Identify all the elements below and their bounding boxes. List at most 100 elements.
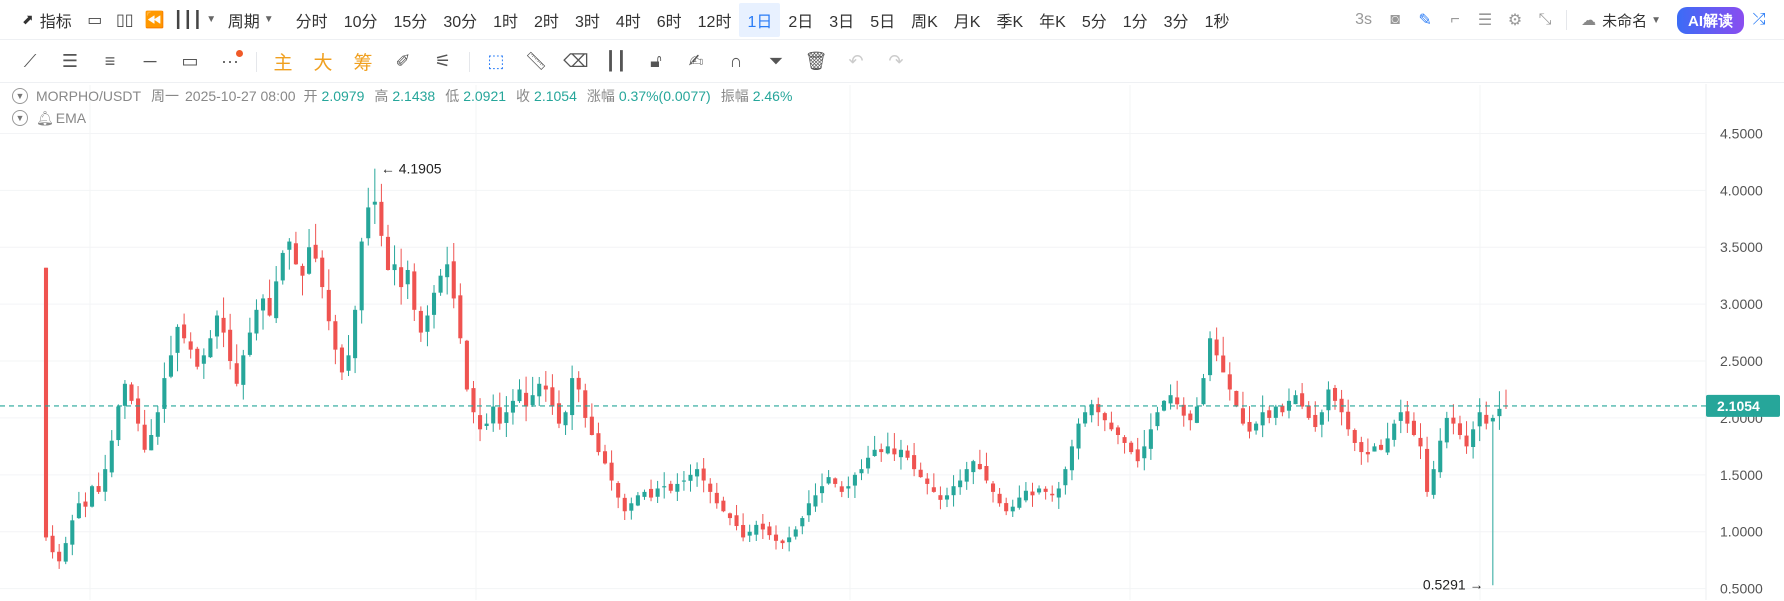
list-icon[interactable]: ☰ (1477, 12, 1493, 29)
fib-levels-icon[interactable]: ≡ (104, 51, 116, 71)
candle-body (813, 495, 818, 507)
close-label: 收 (516, 88, 531, 104)
ruler-icon[interactable]: 📏︎ (524, 51, 548, 71)
collapse-icon[interactable]: ⤡ (1538, 11, 1552, 28)
refresh-interval[interactable]: 3s (1355, 11, 1373, 28)
candle-body (1175, 397, 1180, 405)
clipboard-icon[interactable]: ▭ (87, 11, 103, 29)
candle-body (300, 265, 305, 276)
bell-icon[interactable]: 🔔︎ (36, 109, 54, 126)
candle-body (103, 469, 108, 492)
big-order-button[interactable]: 大 (313, 53, 333, 74)
trash-icon[interactable]: 🗑︎ (804, 51, 828, 71)
candle-type-icon[interactable]: ┃┃┃ ▼ (173, 11, 217, 29)
chevron-down-icon: ▼ (263, 14, 274, 25)
magnet-line-icon[interactable]: ⚟ (434, 51, 452, 71)
interval-tab[interactable]: 2时 (534, 13, 559, 31)
interval-tab[interactable]: 分时 (295, 13, 328, 31)
rewind-icon[interactable]: ⏪ (144, 11, 165, 29)
interval-tab[interactable]: 3时 (574, 13, 600, 31)
candle-body (846, 486, 851, 489)
interval-tab[interactable]: 30分 (443, 13, 478, 31)
candle-body (819, 486, 825, 494)
rectangle-icon[interactable]: ▭ (181, 51, 199, 71)
redo-icon[interactable]: ↷ (888, 51, 904, 71)
symbol-name: MORPHO/USDT (36, 88, 141, 104)
candle-body (155, 412, 160, 437)
candle-body (280, 252, 285, 281)
interval-tab[interactable]: 4时 (615, 13, 641, 31)
candle-body (938, 495, 943, 500)
interval-tab[interactable]: 6时 (656, 13, 682, 31)
interval-tab[interactable]: 3日 (829, 13, 855, 31)
main-chart-button[interactable]: 主 (273, 53, 293, 74)
interval-tab[interactable]: 1秒 (1204, 13, 1230, 31)
interval-tab[interactable]: 10分 (343, 13, 378, 31)
note-icon[interactable]: ✍ (688, 51, 704, 71)
gear-icon[interactable]: ⚙ (1507, 12, 1523, 29)
interval-tab[interactable]: 年K (1039, 13, 1066, 31)
candle-body (142, 424, 147, 450)
more-tools-icon[interactable]: ··· (210, 44, 250, 80)
drawing-toolbar: ⟋ ☰ ≡ ─ ▭ ··· 主 大 筹 ✐ ⚟ ⬚ 📏︎ ⌫ ┃┃ 🔓︎ ✍ ∩… (0, 41, 1784, 83)
last-price-tag-text: 2.1054 (1717, 398, 1760, 414)
candle-body (307, 247, 312, 274)
candle-body (274, 281, 279, 319)
chat-icon[interactable]: ⌐ (1450, 11, 1460, 28)
candle-body (734, 515, 739, 527)
interval-tab[interactable]: 5日 (870, 13, 896, 31)
interval-tabs: 分时 10分 15分 30分 1时 2时 3时 4时 6时 12时 1日 2日 3日 5日 周K 月K 季K 年K… (288, 2, 1238, 37)
parallel-channel-icon[interactable]: ☰ (61, 51, 79, 71)
interval-tab[interactable]: 1分 (1122, 13, 1148, 31)
share-icon[interactable]: ⤮ (1752, 11, 1766, 28)
candle-body (458, 295, 463, 339)
amplitude-label: 振幅 (720, 88, 749, 104)
candle-body (1464, 435, 1469, 447)
high-value: 2.1438 (392, 88, 436, 104)
interval-tab[interactable]: 5分 (1081, 13, 1107, 31)
interval-tab[interactable]: 15分 (393, 13, 428, 31)
candle-body (721, 500, 726, 512)
candle-body (1122, 437, 1127, 443)
interval-tab[interactable]: 2日 (788, 13, 814, 31)
period-dropdown[interactable]: 周期 ▼ (220, 3, 282, 37)
interval-tab[interactable]: 月K (953, 13, 981, 31)
layout-name-dropdown[interactable]: ☁ 未命名 ▼ (1573, 3, 1669, 37)
chips-button[interactable]: 筹 (353, 53, 373, 74)
candle-body (688, 474, 693, 481)
camera-icon[interactable]: ◙ (1390, 11, 1400, 28)
bookmark-icon[interactable]: ⬚ (487, 51, 505, 71)
candle-body (1050, 493, 1055, 496)
filter-icon[interactable]: ⏷ (768, 51, 784, 71)
interval-tab[interactable]: 季K (996, 13, 1024, 31)
candle-body (642, 491, 647, 497)
undo-icon[interactable]: ↶ (848, 51, 864, 71)
interval-tab[interactable]: 3分 (1163, 13, 1189, 31)
eraser-icon[interactable]: ⌫ (563, 51, 589, 71)
candle-body (1425, 448, 1430, 492)
lock-icon[interactable]: 🔓︎ (650, 51, 662, 71)
indicators-button[interactable]: ⬈ 指标 (14, 3, 80, 37)
edit-drawing-icon[interactable]: ✐ (395, 51, 411, 71)
interval-tab[interactable]: 12时 (697, 13, 732, 31)
pencil-icon[interactable]: ✎ (1418, 12, 1432, 29)
trend-line-icon[interactable]: ⟋ (23, 51, 37, 71)
candles-icon[interactable]: ┃┃ (605, 51, 627, 71)
layout-icon[interactable]: ▯▯ (115, 11, 134, 29)
interval-tab[interactable]: 周K (911, 13, 938, 31)
candle-body (747, 531, 752, 536)
magnet-icon[interactable]: ∩ (729, 51, 743, 71)
collapse-circle-icon[interactable]: ▼ (12, 88, 28, 104)
candle-body (188, 341, 193, 350)
open-label: 开 (303, 88, 318, 104)
candle-body (247, 332, 252, 355)
interval-tab[interactable]: 1时 (493, 13, 519, 31)
candle-body (537, 383, 542, 397)
horizontal-line-icon[interactable]: ─ (143, 51, 157, 71)
collapse-circle-icon[interactable]: ▼ (12, 110, 28, 126)
candle-body (892, 448, 897, 455)
ai-interpret-button[interactable]: AI解读 (1676, 6, 1744, 34)
candle-body (385, 236, 391, 270)
interval-tab[interactable]: 1日 (739, 2, 781, 37)
